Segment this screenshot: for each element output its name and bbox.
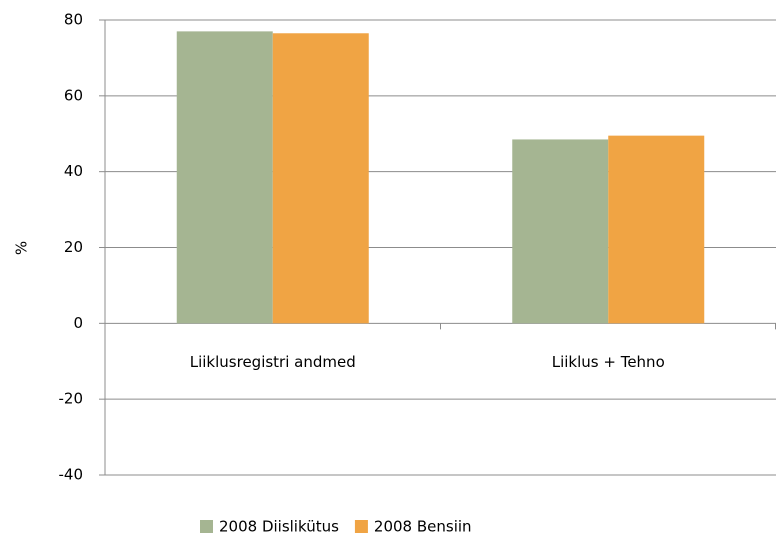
legend-swatch (200, 520, 213, 533)
bar (608, 135, 705, 324)
bar (512, 139, 609, 324)
y-tick-label: 80 (64, 11, 83, 29)
y-tick-label: -40 (59, 466, 84, 484)
y-tick-label: 60 (64, 86, 83, 104)
y-tick-label: 20 (64, 238, 83, 256)
legend-swatch (354, 520, 368, 533)
y-axis-label: % (13, 241, 31, 255)
bar (272, 33, 369, 324)
legend-label: 2008 Bensiin (374, 518, 472, 536)
bar (176, 31, 273, 324)
y-tick-label: -20 (59, 390, 84, 408)
x-tick-label: Liiklusregistri andmed (190, 353, 356, 371)
legend-label: 2008 Diislikütus (219, 518, 339, 536)
y-tick-label: 40 (64, 162, 83, 180)
x-tick-label: Liiklus + Tehno (552, 353, 665, 371)
y-tick-label: 0 (73, 314, 83, 332)
